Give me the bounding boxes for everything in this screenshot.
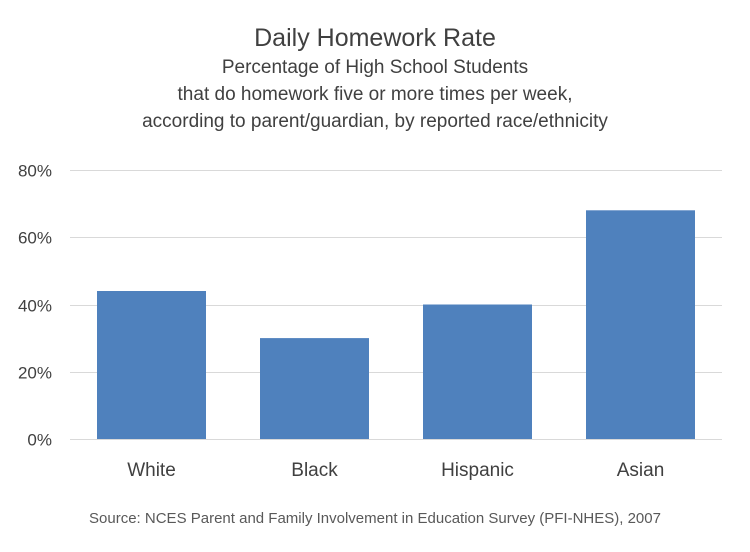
chart-subtitle-line-3: according to parent/guardian, by reporte…	[142, 111, 608, 132]
y-axis-tick-labels: 0% 20% 40% 60% 80%	[18, 162, 52, 450]
bar-asian	[586, 210, 695, 439]
x-axis-category-labels: White Black Hispanic Asian	[127, 460, 664, 481]
chart-source-note: Source: NCES Parent and Family Involveme…	[89, 510, 661, 527]
chart-header: Daily Homework Rate Percentage of High S…	[0, 22, 750, 135]
chart-subtitle-line-2: that do homework five or more times per …	[177, 84, 573, 105]
x-category-label-white: White	[127, 460, 176, 481]
bar-white	[97, 291, 206, 439]
y-tick-label-0: 0%	[27, 431, 52, 450]
y-tick-label-80: 80%	[18, 162, 52, 181]
bar-hispanic	[423, 304, 532, 439]
x-category-label-black: Black	[291, 460, 338, 481]
chart-subtitle-line-1: Percentage of High School Students	[221, 57, 529, 78]
y-tick-label-40: 40%	[18, 297, 52, 316]
x-category-label-hispanic: Hispanic	[441, 460, 514, 481]
y-tick-label-60: 60%	[18, 229, 52, 248]
chart-title: Daily Homework Rate	[254, 24, 496, 52]
bar-black	[260, 338, 369, 439]
x-category-label-asian: Asian	[617, 460, 665, 481]
y-tick-label-20: 20%	[18, 364, 52, 383]
bars	[97, 210, 695, 439]
